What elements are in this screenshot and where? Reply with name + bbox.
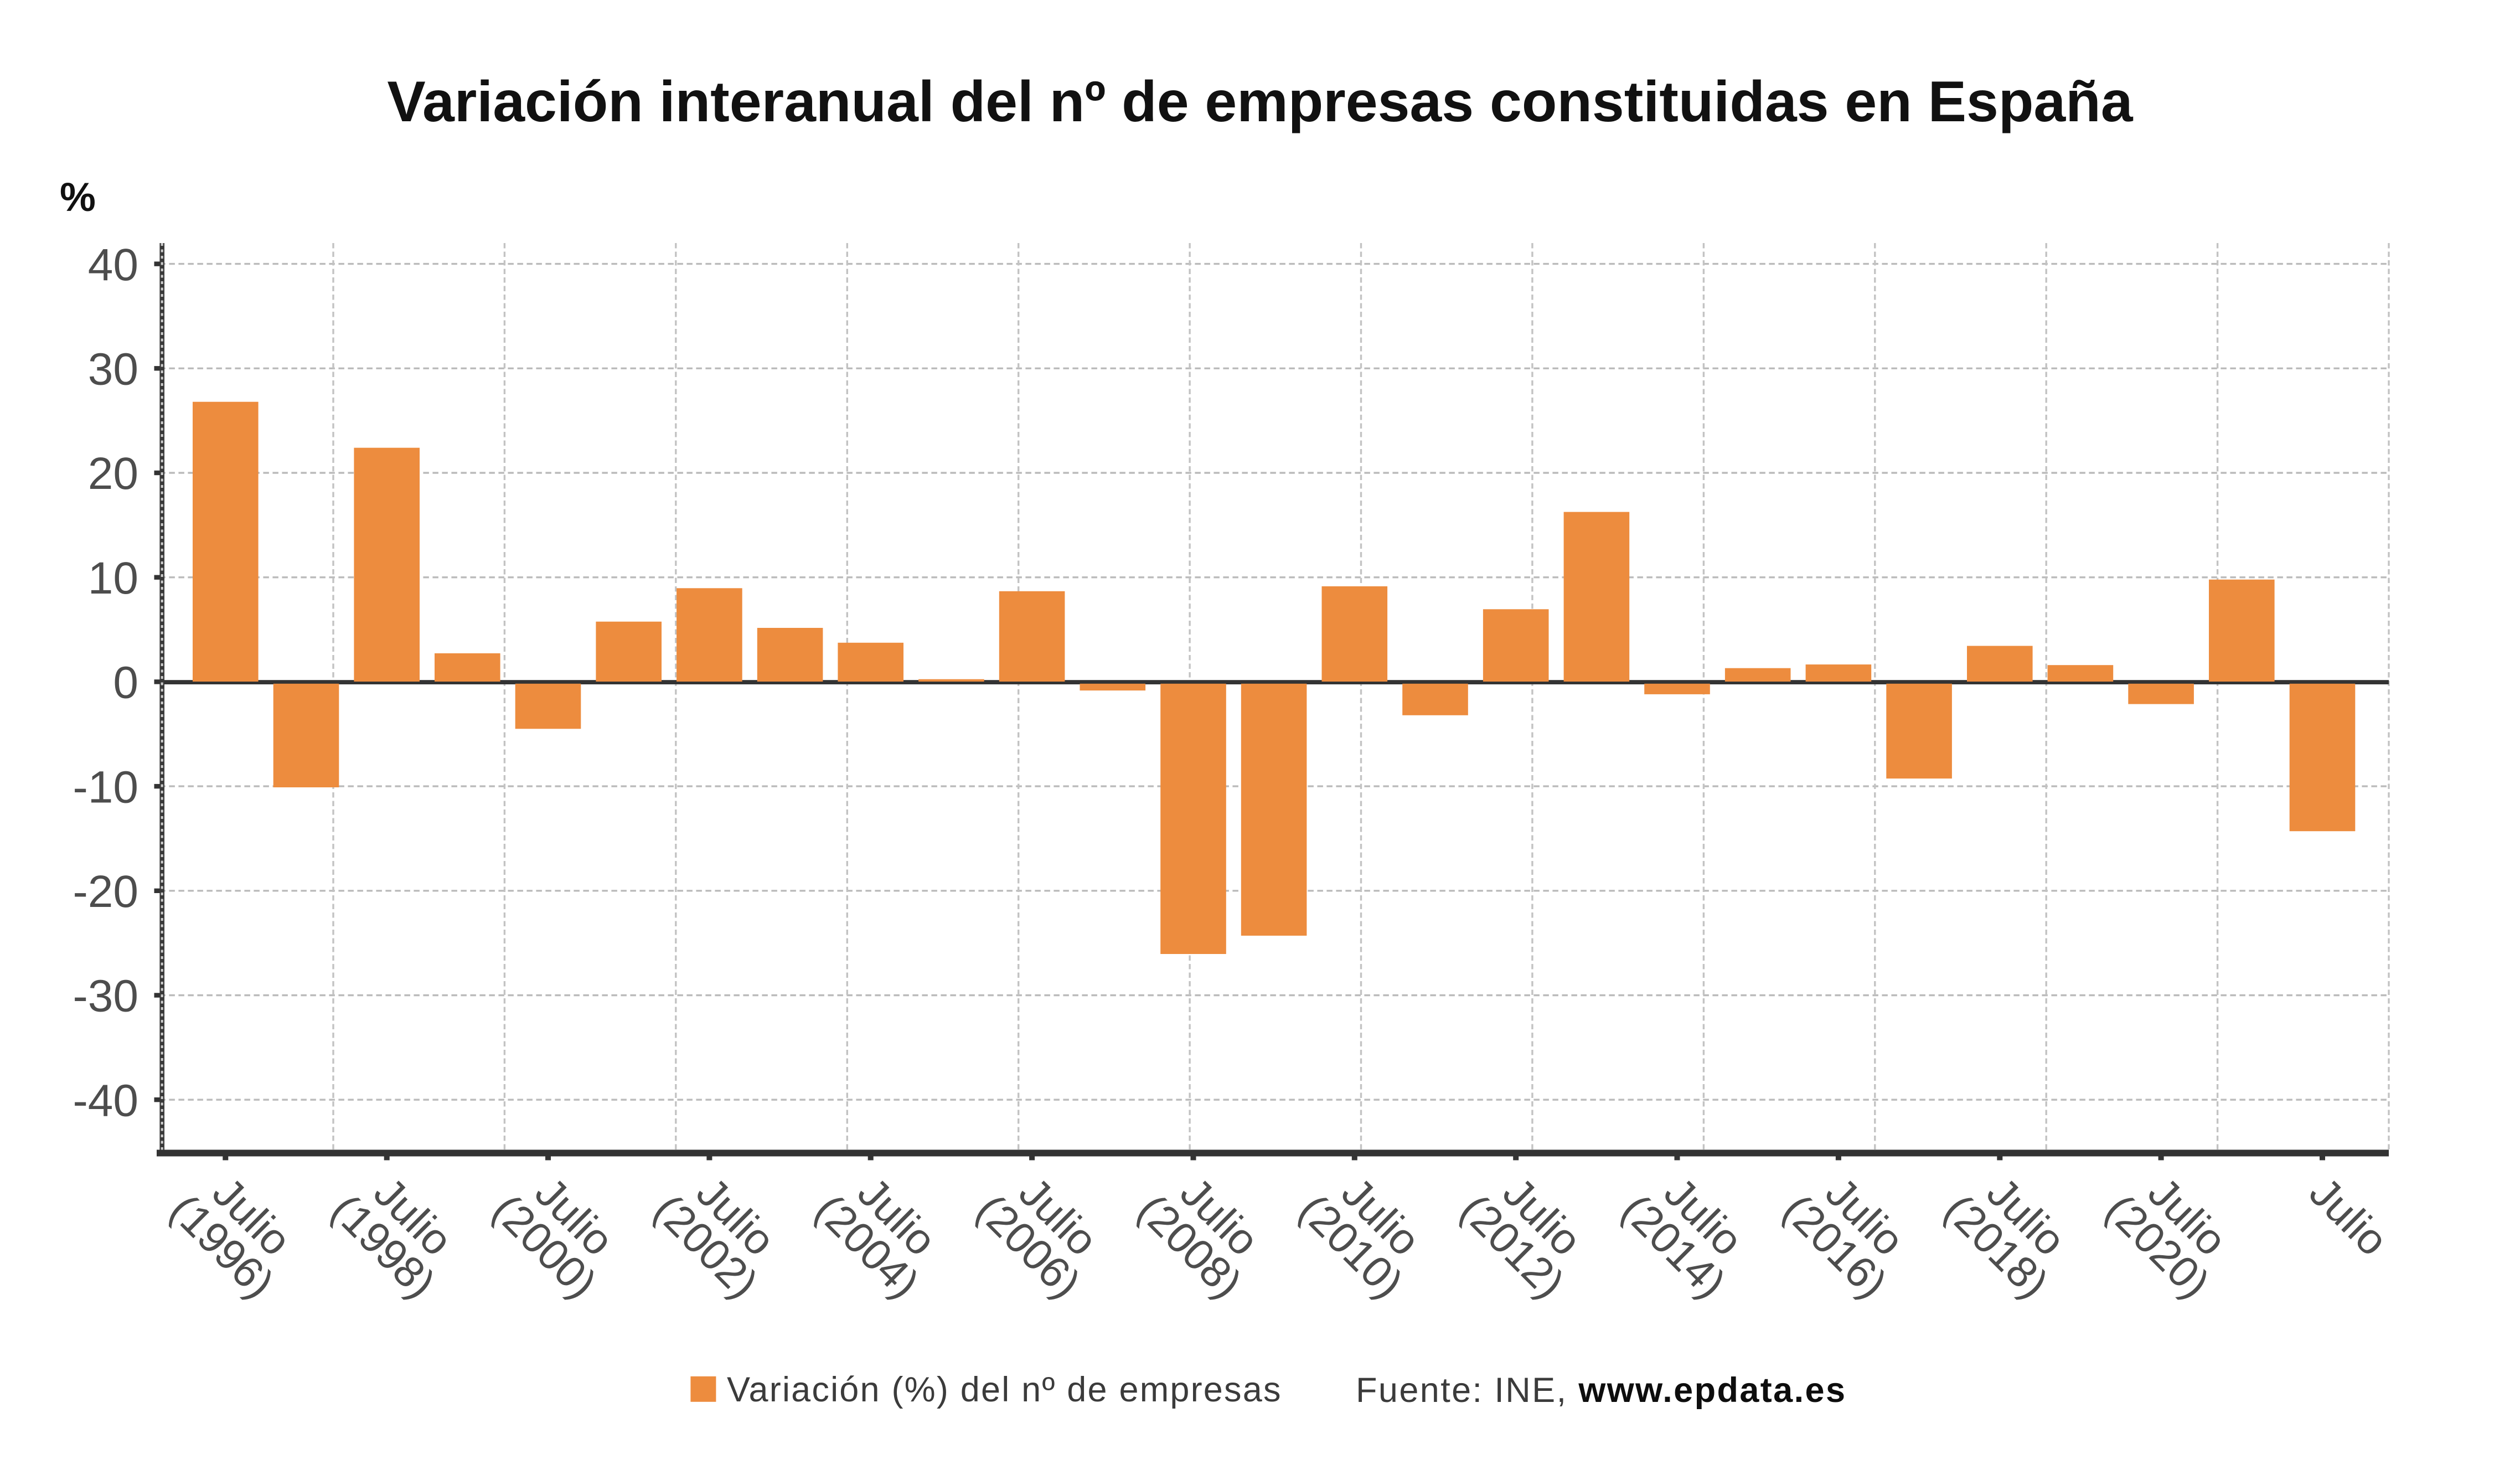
svg-text:%: % [60, 175, 96, 220]
svg-text:10: 10 [88, 553, 138, 604]
svg-text:40: 40 [88, 240, 138, 290]
svg-text:-10: -10 [73, 762, 138, 812]
svg-text:-20: -20 [73, 867, 138, 917]
svg-text:0: 0 [113, 658, 138, 708]
svg-text:-30: -30 [73, 971, 138, 1022]
svg-text:30: 30 [88, 344, 138, 395]
svg-text:-40: -40 [73, 1075, 138, 1126]
svg-text:Variación (%) del nº de empres: Variación (%) del nº de empresas [727, 1370, 1282, 1409]
svg-text:20: 20 [88, 448, 138, 499]
svg-text:Variación interanual del nº de: Variación interanual del nº de empresas … [387, 70, 2133, 134]
svg-text:Fuente: INE, www.epdata.es: Fuente: INE, www.epdata.es [1356, 1371, 1846, 1410]
